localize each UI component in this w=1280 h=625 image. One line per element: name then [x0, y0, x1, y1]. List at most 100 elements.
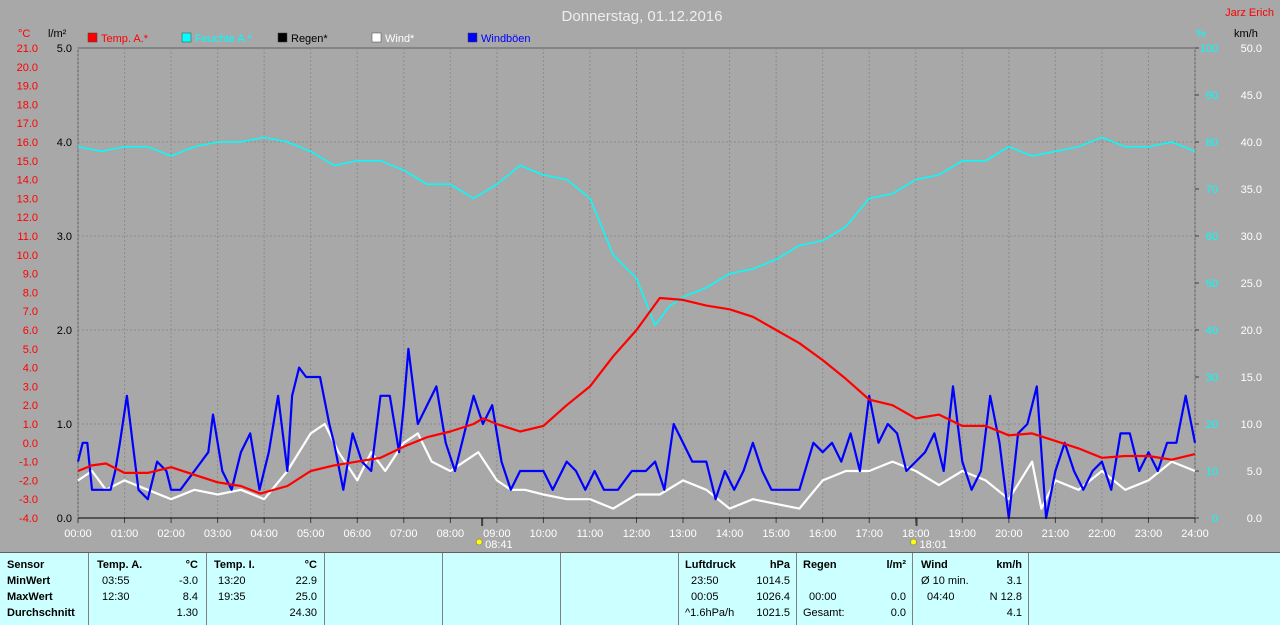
rain-max-value: 0.0	[890, 591, 906, 603]
temp-tick-label: 17.0	[17, 118, 38, 130]
rain-total-value: 0.0	[890, 607, 906, 619]
axes: 00:00 01:00 02:00 03:00 04:00 05:00 06:00 07:00…	[17, 43, 1262, 551]
temp-tick-label: 10.0	[17, 250, 38, 262]
legend: Temp. A.* Feuchte A.* Regen* Wind* Windböen	[87, 32, 531, 45]
wind-header: Wind	[921, 559, 948, 571]
sunset-label: 18:01	[920, 539, 948, 551]
humidity-tick-label: 0	[1212, 513, 1218, 525]
wind-last-value: 4.1	[1006, 607, 1022, 619]
temp-tick-label: 7.0	[23, 306, 38, 318]
rain-total-label: Gesamt:	[803, 607, 845, 619]
temp-tick-label: 11.0	[17, 231, 38, 243]
rain-tick-label: 5.0	[57, 43, 72, 55]
pressure-column: Luftdruck hPa 23:50 1014.5 00:05 1026.4 …	[678, 553, 796, 625]
stats-panel: Sensor MinWert MaxWert Durchschnitt Temp…	[0, 552, 1280, 625]
temp-i-header: Temp. I.	[214, 559, 255, 571]
pressure-header: Luftdruck	[685, 559, 736, 571]
x-tick-label: 20:00	[995, 528, 1023, 540]
x-tick-label: 04:00	[250, 528, 278, 540]
series-wind	[77, 422, 1196, 510]
wind-tick-label: 10.0	[1241, 419, 1262, 431]
temp-i-average: 24.30	[289, 607, 317, 619]
humidity-tick-label: 30	[1206, 372, 1218, 384]
temp-tick-label: 13.0	[17, 193, 38, 205]
pressure-average: 1021.5	[756, 607, 790, 619]
x-tick-label: 08:00	[437, 528, 465, 540]
x-tick-label: 16:00	[809, 528, 837, 540]
rain-tick-label: 1.0	[57, 419, 72, 431]
x-tick-label: 12:00	[623, 528, 651, 540]
humidity-tick-label: 70	[1206, 184, 1218, 196]
x-tick-label: 13:00	[669, 528, 697, 540]
temp-tick-label: 6.0	[23, 325, 38, 337]
legend-label: Feuchte A.*	[195, 33, 253, 45]
wind-tick-label: 30.0	[1241, 231, 1262, 243]
wind-tick-label: 20.0	[1241, 325, 1262, 337]
x-tick-label: 15:00	[762, 528, 790, 540]
humidity-tick-label: 60	[1206, 231, 1218, 243]
temp-tick-label: 15.0	[17, 156, 38, 168]
empty-column-2	[442, 553, 560, 625]
humidity-tick-label: 100	[1200, 43, 1218, 55]
temp-a-min-value: -3.0	[179, 575, 198, 587]
x-tick-label: 01:00	[111, 528, 139, 540]
wind-axis-unit: km/h	[1234, 28, 1258, 40]
legend-label: Temp. A.*	[101, 33, 149, 45]
pressure-trend: ^1.6hPa/h	[685, 607, 735, 619]
x-tick-label: 05:00	[297, 528, 325, 540]
humidity-tick-label: 20	[1206, 419, 1218, 431]
sunrise-icon	[475, 538, 483, 546]
temp-a-header: Temp. A.	[97, 559, 143, 571]
wind-tick-label: 40.0	[1241, 137, 1262, 149]
temp-tick-label: 9.0	[23, 269, 38, 281]
rain-tick-label: 4.0	[57, 137, 72, 149]
x-tick-label: 00:00	[64, 528, 92, 540]
x-tick-label: 11:00	[577, 528, 604, 540]
temp-axis-unit: °C	[18, 28, 30, 40]
temp-tick-label: 4.0	[23, 363, 38, 375]
x-tick-label: 14:00	[716, 528, 744, 540]
x-tick-label: 24:00	[1181, 528, 1209, 540]
chart-title: Donnerstag, 01.12.2016	[562, 8, 723, 25]
x-tick-label: 21:00	[1042, 528, 1070, 540]
author-label: Jarz Erich	[1225, 7, 1274, 19]
rain-tick-label: 0.0	[57, 513, 72, 525]
wind-avg-label: Ø 10 min.	[921, 575, 969, 587]
temp-i-max-time: 19:35	[218, 591, 246, 603]
rain-tick-label: 3.0	[57, 231, 72, 243]
temp-tick-label: 1.0	[23, 419, 38, 431]
wind-tick-label: 25.0	[1241, 278, 1262, 290]
temp-tick-label: 3.0	[23, 381, 38, 393]
wind-max-value: N 12.8	[989, 591, 1022, 603]
wind-column: Wind km/h Ø 10 min. 3.1 04:40 N 12.8 4.1	[912, 553, 1028, 625]
temp-tick-label: 12.0	[17, 212, 38, 224]
temp-a-max-value: 8.4	[182, 591, 198, 603]
pressure-max-time: 00:05	[691, 591, 719, 603]
series-windb-en	[76, 347, 1197, 520]
wind-unit: km/h	[996, 559, 1022, 571]
humidity-axis-unit: %	[1196, 28, 1206, 40]
empty-column-3	[560, 553, 678, 625]
sensor-header: Sensor	[7, 559, 45, 571]
temp-i-min-value: 22.9	[295, 575, 317, 587]
sensor-column: Sensor MinWert MaxWert Durchschnitt	[0, 553, 88, 625]
legend-swatch	[467, 32, 478, 43]
temp-i-column: Temp. I. °C 13:20 22.9 19:35 25.0 24.30	[206, 553, 324, 625]
temp-tick-label: 20.0	[17, 62, 38, 74]
series-feuchte-a	[77, 136, 1196, 327]
temp-tick-label: -1.0	[19, 457, 38, 469]
legend-swatch	[371, 32, 382, 43]
x-tick-label: 06:00	[343, 528, 371, 540]
rain-tick-label: 2.0	[57, 325, 72, 337]
temp-tick-label: 5.0	[23, 344, 38, 356]
x-tick-label: 02:00	[157, 528, 185, 540]
temp-tick-label: 8.0	[23, 287, 38, 299]
legend-swatch	[181, 32, 192, 43]
x-tick-label: 22:00	[1088, 528, 1116, 540]
sunrise-label: 08:41	[485, 539, 513, 551]
x-tick-label: 10:00	[530, 528, 558, 540]
legend-label: Regen*	[291, 33, 328, 45]
x-tick-label: 18:00	[902, 528, 930, 540]
wind-max-time: 04:40	[927, 591, 955, 603]
wind-tick-label: 15.0	[1241, 372, 1262, 384]
